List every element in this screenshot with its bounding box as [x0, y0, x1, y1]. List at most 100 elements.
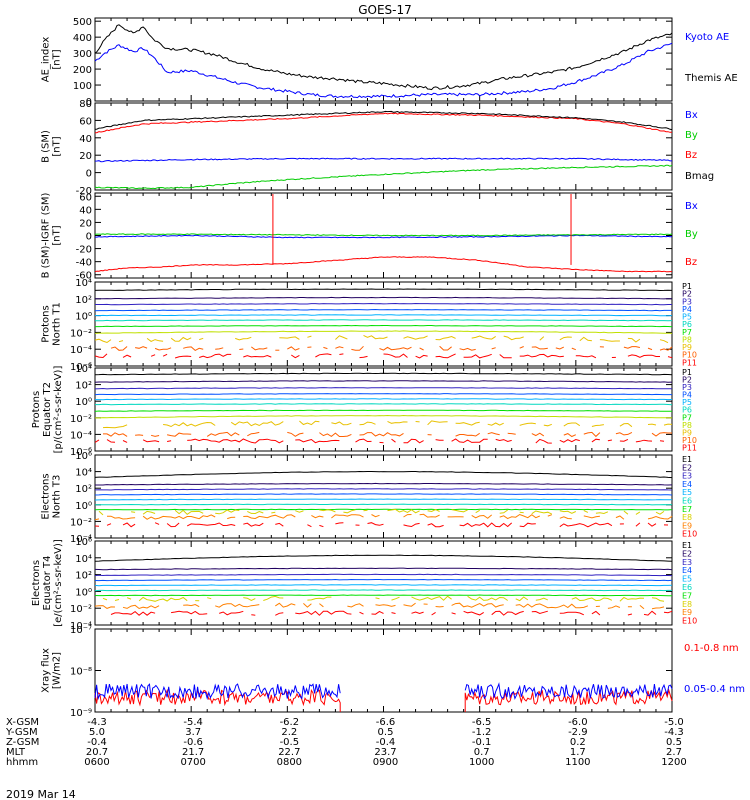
channel-line — [367, 522, 384, 526]
channel-line — [323, 346, 328, 350]
series-line — [94, 164, 673, 190]
channel-line — [515, 596, 529, 602]
y-tick-label: 40 — [79, 205, 92, 216]
ephem-label: hhmm — [6, 757, 38, 768]
channel-line — [307, 524, 312, 528]
channel-line — [455, 421, 480, 426]
y-tick-label: -60 — [76, 271, 92, 282]
channel-line — [94, 584, 673, 587]
channel-line — [122, 354, 132, 358]
legend-xray-0: 0.1-0.8 nm — [684, 643, 739, 654]
channel-line — [571, 347, 576, 351]
channel-line — [595, 511, 609, 515]
ephem-value: -6.0 — [568, 717, 588, 728]
series-line — [94, 24, 673, 91]
channel-line — [451, 612, 456, 615]
channel-line — [559, 510, 577, 514]
legend-kyoto-ae: Kyoto AE — [685, 32, 729, 43]
channel-line — [95, 296, 673, 300]
y-axis-label: AE_index — [41, 37, 52, 83]
channel-line — [335, 335, 348, 340]
legend-p9: P9 — [682, 428, 692, 437]
y-tick-label: 10⁰ — [75, 312, 92, 323]
channel-line — [279, 336, 300, 340]
channel-line — [271, 511, 276, 514]
channel-line — [659, 440, 665, 442]
y-axis-label: Xray flux — [41, 648, 52, 693]
legend-e5: E5 — [682, 488, 692, 497]
channel-line — [391, 612, 396, 614]
y-axis-label: Protons — [31, 391, 42, 428]
channel-line — [235, 336, 252, 341]
channel-line — [171, 610, 208, 615]
legend-p10: P10 — [682, 351, 697, 360]
channel-line — [199, 337, 204, 341]
legend-e1: E1 — [682, 455, 692, 464]
channel-line — [519, 422, 536, 426]
channel-line — [174, 355, 192, 359]
y-tick-label: 500 — [73, 17, 92, 28]
channel-line — [186, 522, 236, 527]
ephem-value: 1000 — [469, 757, 494, 768]
channel-line — [403, 602, 416, 607]
channel-line — [659, 339, 669, 344]
legend-e3: E3 — [682, 472, 692, 481]
ephem-value: -0.6 — [183, 737, 203, 748]
channel-line — [319, 509, 336, 513]
channel-line — [451, 602, 504, 608]
channel-line — [94, 338, 112, 344]
channel-line — [663, 610, 673, 614]
channel-line — [363, 334, 388, 340]
channel-line — [535, 438, 552, 444]
y-tick-label: 200 — [73, 65, 92, 76]
channel-line — [110, 610, 156, 616]
ephem-value: -4.3 — [87, 717, 107, 728]
channel-line — [375, 597, 380, 600]
channel-line — [122, 440, 128, 443]
y-tick-label: 100 — [73, 81, 92, 92]
y-tick-label: 60 — [79, 116, 92, 127]
legend-p8: P8 — [682, 335, 692, 344]
ephem-value: -5.4 — [183, 717, 203, 728]
channel-line — [102, 597, 108, 601]
channel-line — [95, 398, 673, 401]
channel-line — [263, 595, 284, 601]
channel-line — [371, 514, 380, 518]
legend-p5: P5 — [682, 398, 692, 407]
channel-line — [131, 511, 136, 513]
y-tick-label: 10⁰ — [75, 587, 92, 598]
y-axis-label: North T3 — [52, 475, 63, 519]
channel-line — [563, 433, 577, 438]
channel-line — [519, 346, 524, 349]
channel-line — [371, 610, 384, 615]
ephem-value: 20.7 — [86, 747, 108, 758]
panel-frame — [94, 628, 673, 713]
channel-line — [215, 347, 224, 350]
y-tick-label: 10⁻² — [70, 328, 92, 339]
legend-e9: E9 — [682, 521, 692, 530]
channel-line — [627, 613, 633, 616]
channel-line — [467, 595, 508, 601]
panel-ee: 10⁻⁴ 10⁻² 10⁰ 10² 10⁴ 10⁶ Electrons Equator T4[… — [31, 537, 697, 632]
channel-line — [106, 439, 116, 443]
channel-line — [275, 612, 284, 616]
channel-line — [94, 319, 673, 322]
channel-line — [94, 493, 673, 496]
channel-line — [543, 423, 552, 427]
panel-bsm: -20 0 20 40 60 80 B (SM) [nT] Bx By Bz Bmag — [41, 99, 715, 197]
legend-bx: Bx — [685, 110, 698, 121]
y-tick-label: 10⁻² — [70, 517, 92, 528]
channel-line — [535, 597, 548, 601]
channel-line — [291, 354, 300, 359]
channel-line — [106, 523, 112, 526]
channel-line — [495, 438, 512, 443]
channel-line — [94, 518, 100, 521]
y-axis-label: [W/m2] — [52, 652, 63, 689]
legend-e7: E7 — [682, 591, 692, 600]
channel-line — [215, 603, 260, 608]
channel-line — [459, 522, 513, 528]
ephem-value: 2.2 — [281, 727, 297, 738]
channel-line — [243, 522, 264, 527]
channel-line — [591, 610, 601, 616]
